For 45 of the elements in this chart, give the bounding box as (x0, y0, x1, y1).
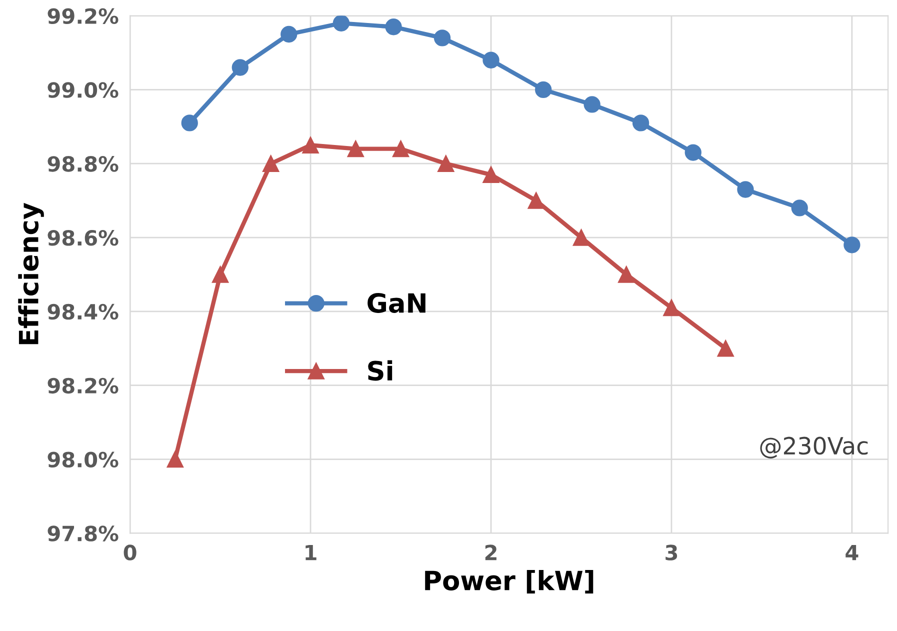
y-tick-label: 98.2% (48, 378, 118, 394)
y-tick-label: 98.4% (48, 304, 118, 320)
point (482, 52, 500, 68)
y-tick-label: 98.6% (48, 230, 118, 246)
point (262, 155, 280, 172)
point (438, 155, 454, 172)
annotation: @230Vac (760, 436, 868, 458)
point (844, 236, 860, 254)
x-tick-label: 0 (124, 544, 136, 560)
x-tick-label: 3 (666, 544, 678, 560)
point (332, 16, 350, 32)
point (347, 140, 364, 158)
point (572, 229, 590, 246)
point (737, 181, 754, 198)
point (684, 144, 702, 161)
point (482, 166, 500, 184)
point (181, 114, 198, 132)
point (717, 340, 734, 357)
x-tick-label: 4 (846, 544, 858, 560)
y-axis-title: Efficiency (18, 202, 44, 344)
point (280, 26, 298, 43)
legend-label: GaN (368, 292, 426, 313)
point (302, 136, 319, 154)
x-tick-label: 2 (485, 544, 496, 560)
point (584, 96, 600, 113)
point (434, 30, 451, 46)
x-tick-label: 1 (306, 544, 316, 560)
point (385, 18, 402, 36)
y-tick-label: 98.8% (48, 156, 118, 172)
point (535, 81, 552, 98)
x-axis-title: Power [kW] (425, 570, 594, 594)
point (528, 192, 544, 209)
y-tick-label: 99.0% (48, 82, 118, 98)
legend-label: Si (368, 360, 392, 381)
y-tick-label: 97.8% (48, 526, 118, 542)
y-tick-label: 98.0% (48, 452, 118, 468)
y-tick-label: 99.2% (48, 8, 118, 24)
point (791, 200, 808, 216)
point (632, 114, 650, 132)
point (212, 266, 229, 283)
point (663, 299, 680, 316)
point (392, 140, 410, 158)
point (618, 266, 635, 283)
point (232, 59, 248, 76)
point (166, 450, 184, 468)
